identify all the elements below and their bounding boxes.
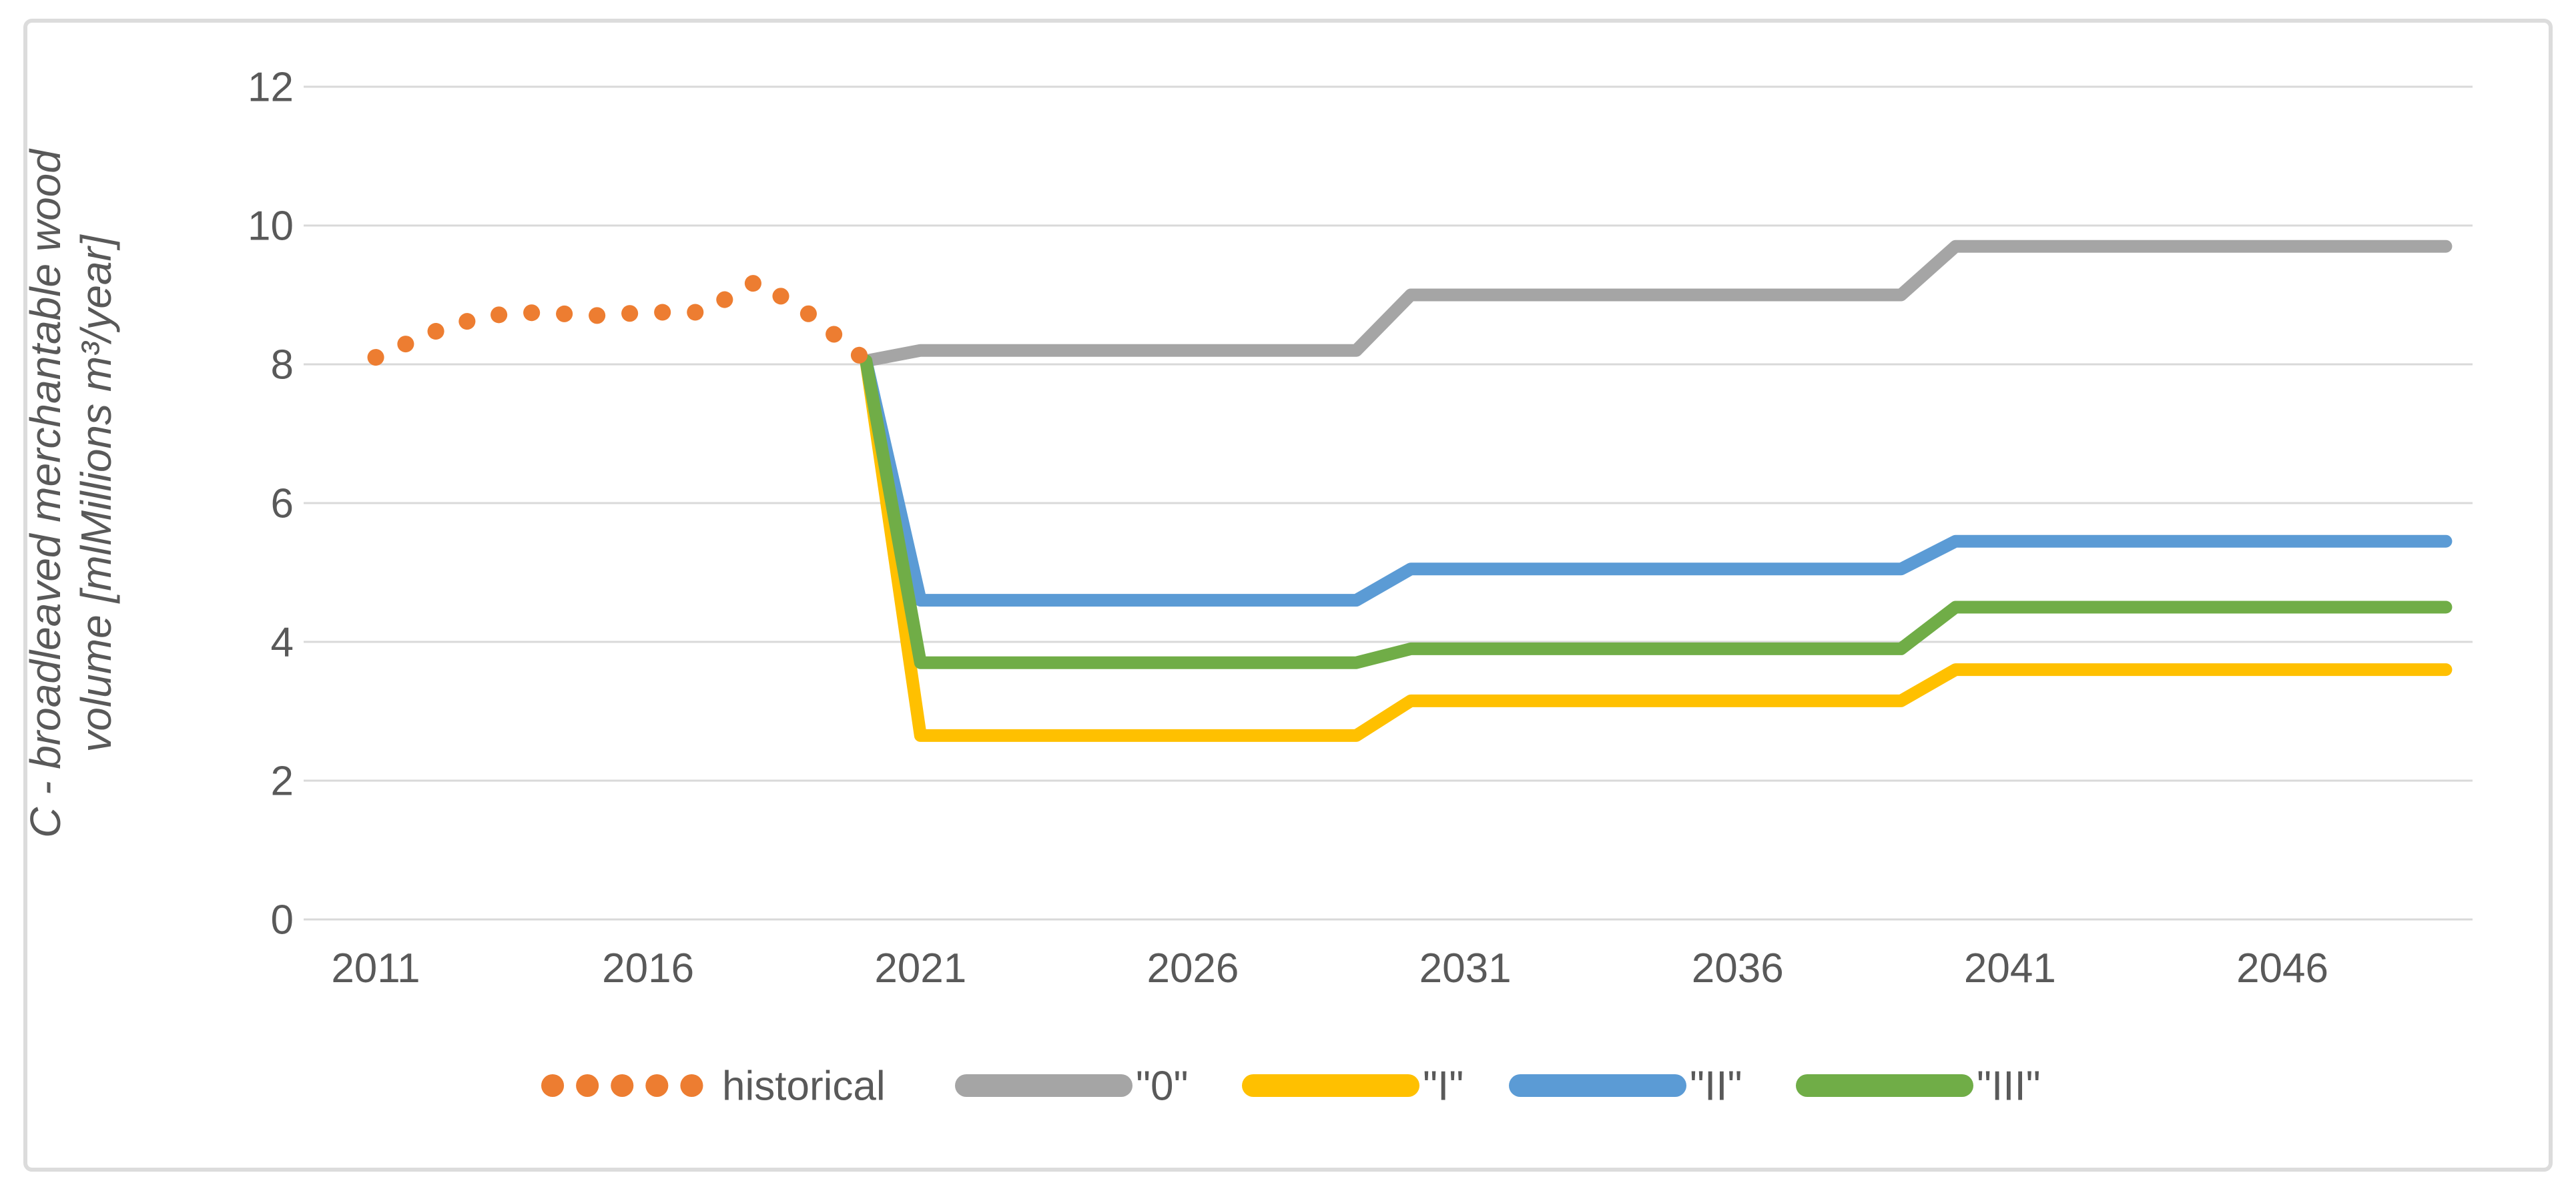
y-axis-title-line2: volume [mlMillions m³/year] [72, 234, 120, 752]
x-axis-tick-label: 2041 [1964, 945, 2056, 991]
y-axis-tick-label: 10 [248, 204, 294, 250]
x-axis-tick-label: 2036 [1692, 945, 1784, 991]
series-line-scenario-I [860, 354, 2453, 742]
y-axis-title-line1: C - broadleaved merchantable wood [21, 148, 69, 838]
series-line-historical [367, 272, 875, 370]
x-axis-tick-label: 2021 [874, 945, 966, 991]
y-axis-tick-label: 8 [271, 342, 294, 388]
legend-label-scenario-II: "II" [1690, 1064, 1742, 1110]
x-axis-tick-label: 2026 [1147, 945, 1239, 991]
y-axis-tick-label: 6 [271, 481, 294, 527]
y-axis-tick-label: 4 [271, 620, 294, 666]
y-axis-tick-label: 2 [271, 759, 294, 805]
x-axis-tick-label: 2031 [1419, 945, 1512, 991]
legend-label-scenario-0: "0" [1136, 1064, 1189, 1110]
series-line-scenario-III [860, 354, 2453, 669]
y-axis-tick-label: 0 [271, 897, 294, 943]
chart-border [23, 19, 2553, 1172]
legend-label-scenario-I: "I" [1423, 1064, 1464, 1110]
legend-label-historical: historical [722, 1064, 886, 1110]
x-axis-tick-label: 2046 [2236, 945, 2328, 991]
legend-label-scenario-III: "III" [1977, 1064, 2041, 1110]
x-axis-tick-label: 2011 [331, 945, 420, 991]
y-axis-tick-label: 12 [248, 65, 294, 111]
series-line-scenario-II [860, 354, 2453, 607]
series-line-scenario-0 [860, 240, 2453, 368]
x-axis-tick-label: 2016 [602, 945, 694, 991]
